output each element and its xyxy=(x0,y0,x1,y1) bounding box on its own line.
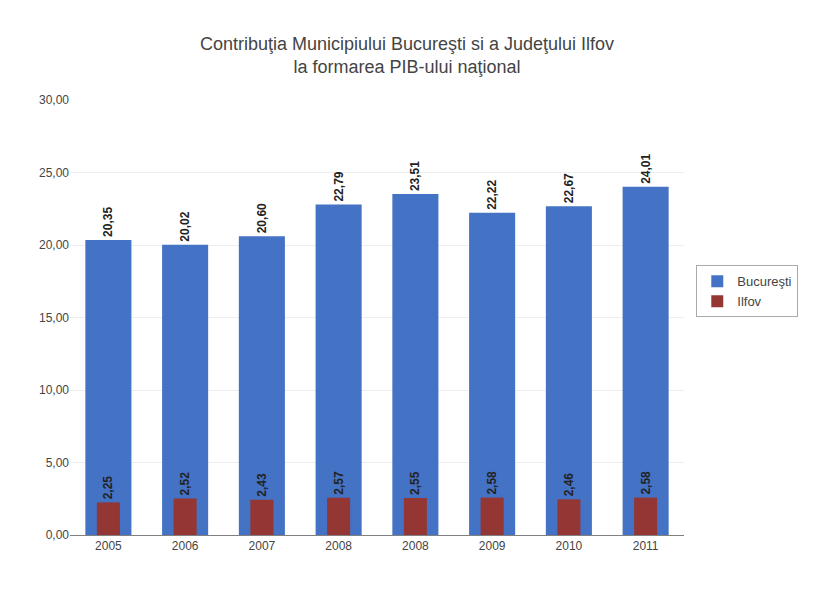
svg-text:2006: 2006 xyxy=(172,539,199,553)
svg-text:2,58: 2,58 xyxy=(639,471,653,495)
svg-text:22,79: 22,79 xyxy=(332,171,346,201)
svg-text:22,67: 22,67 xyxy=(562,173,576,203)
svg-text:2,58: 2,58 xyxy=(485,471,499,495)
svg-text:15,00: 15,00 xyxy=(39,311,69,325)
svg-text:20,00: 20,00 xyxy=(39,238,69,252)
svg-text:2010: 2010 xyxy=(556,539,583,553)
svg-text:2,57: 2,57 xyxy=(332,471,346,495)
svg-text:20,60: 20,60 xyxy=(255,203,269,233)
svg-text:5,00: 5,00 xyxy=(46,456,70,470)
svg-text:2007: 2007 xyxy=(249,539,276,553)
svg-text:Ilfov: Ilfov xyxy=(737,294,761,309)
svg-text:10,00: 10,00 xyxy=(39,383,69,397)
svg-text:2011: 2011 xyxy=(633,539,659,553)
svg-text:20,35: 20,35 xyxy=(101,207,115,237)
svg-text:2,52: 2,52 xyxy=(178,472,192,496)
svg-text:2009: 2009 xyxy=(479,539,506,553)
svg-text:2,46: 2,46 xyxy=(562,473,576,497)
svg-text:Bucureşti: Bucureşti xyxy=(737,274,791,289)
svg-text:2,43: 2,43 xyxy=(255,473,269,497)
svg-text:2008: 2008 xyxy=(402,539,429,553)
svg-text:23,51: 23,51 xyxy=(408,161,422,191)
svg-text:0,00: 0,00 xyxy=(46,528,70,542)
svg-text:2,25: 2,25 xyxy=(101,476,115,500)
svg-text:22,22: 22,22 xyxy=(485,179,499,209)
svg-text:2,55: 2,55 xyxy=(408,471,422,495)
svg-text:25,00: 25,00 xyxy=(39,166,69,180)
svg-text:20,02: 20,02 xyxy=(178,211,192,241)
svg-text:30,00: 30,00 xyxy=(39,93,69,107)
svg-text:Contribuţia Municipiului Bucur: Contribuţia Municipiului Bucureşti si a … xyxy=(200,34,614,77)
svg-text:24,01: 24,01 xyxy=(639,153,653,183)
svg-text:2005: 2005 xyxy=(95,539,122,553)
svg-text:2008: 2008 xyxy=(325,539,352,553)
